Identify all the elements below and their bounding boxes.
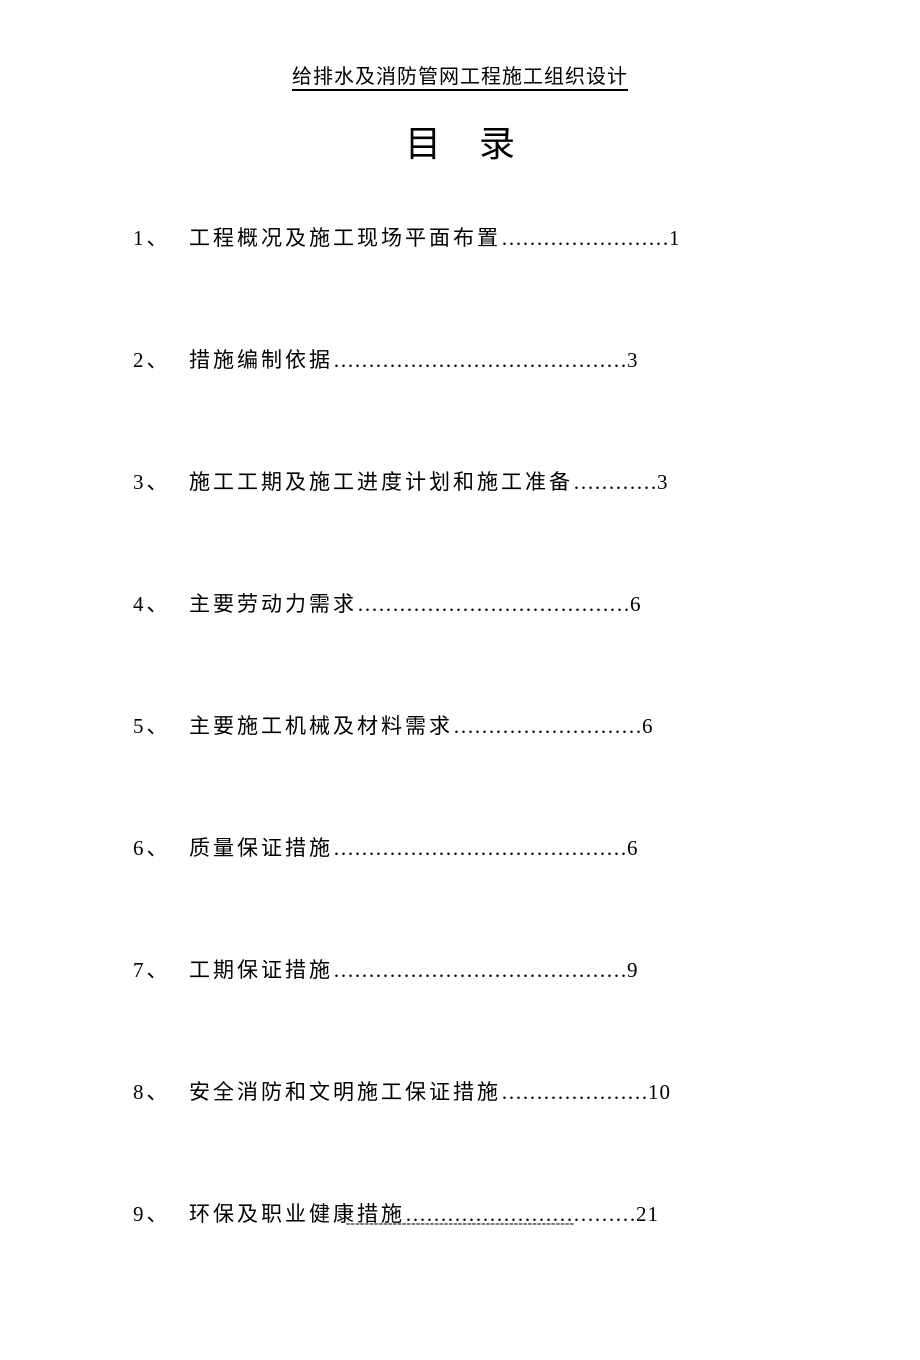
toc-leader: ………… (573, 470, 657, 495)
toc-label: 主要劳动力需求 (189, 588, 357, 618)
toc-label: 安全消防和文明施工保证措施 (189, 1076, 501, 1106)
toc-label: 工程概况及施工现场平面布置 (189, 222, 501, 252)
toc-leader: …………………………………… (333, 348, 627, 373)
toc-label: 施工工期及施工进度计划和施工准备 (189, 466, 573, 496)
toc-page: 6 (627, 836, 639, 861)
main-title: 目录 (125, 115, 795, 167)
toc-entry: 1、 工程概况及施工现场平面布置 …………………… 1 (133, 222, 795, 252)
toc-number: 2、 (133, 344, 189, 374)
toc-entry: 6、 质量保证措施 …………………………………… 6 (133, 832, 795, 862)
footer-divider: ----------------------------------------… (0, 1216, 920, 1232)
toc-label: 措施编制依据 (189, 344, 333, 374)
toc-entry: 3、 施工工期及施工进度计划和施工准备 ………… 3 (133, 466, 795, 496)
toc-number: 4、 (133, 588, 189, 618)
toc-leader: ………………………………… (357, 592, 630, 617)
toc-leader: …………………………………… (333, 836, 627, 861)
toc-number: 1、 (133, 222, 189, 252)
toc-number: 5、 (133, 710, 189, 740)
toc-label: 工期保证措施 (189, 954, 333, 984)
toc-page: 1 (669, 226, 681, 251)
toc-page: 6 (642, 714, 654, 739)
toc-entry: 7、 工期保证措施 …………………………………… 9 (133, 954, 795, 984)
table-of-contents: 1、 工程概况及施工现场平面布置 …………………… 1 2、 措施编制依据 ……… (125, 222, 795, 1228)
toc-label: 主要施工机械及材料需求 (189, 710, 453, 740)
toc-label: 质量保证措施 (189, 832, 333, 862)
toc-number: 3、 (133, 466, 189, 496)
toc-page: 3 (657, 470, 669, 495)
toc-leader: …………………………………… (333, 958, 627, 983)
document-page: 给排水及消防管网工程施工组织设计 目录 1、 工程概况及施工现场平面布置 ………… (0, 0, 920, 1360)
toc-number: 8、 (133, 1076, 189, 1106)
toc-leader: ……………………… (453, 714, 642, 739)
toc-entry: 2、 措施编制依据 …………………………………… 3 (133, 344, 795, 374)
toc-page: 10 (648, 1080, 671, 1105)
toc-entry: 5、 主要施工机械及材料需求 ……………………… 6 (133, 710, 795, 740)
header-title: 给排水及消防管网工程施工组织设计 (292, 60, 628, 91)
toc-number: 7、 (133, 954, 189, 984)
page-header: 给排水及消防管网工程施工组织设计 (125, 60, 795, 91)
toc-leader: ………………… (501, 1080, 648, 1105)
toc-leader: …………………… (501, 226, 669, 251)
toc-entry: 8、 安全消防和文明施工保证措施 ………………… 10 (133, 1076, 795, 1106)
toc-page: 6 (630, 592, 642, 617)
toc-number: 6、 (133, 832, 189, 862)
toc-page: 3 (627, 348, 639, 373)
toc-page: 9 (627, 958, 639, 983)
toc-entry: 4、 主要劳动力需求 ………………………………… 6 (133, 588, 795, 618)
